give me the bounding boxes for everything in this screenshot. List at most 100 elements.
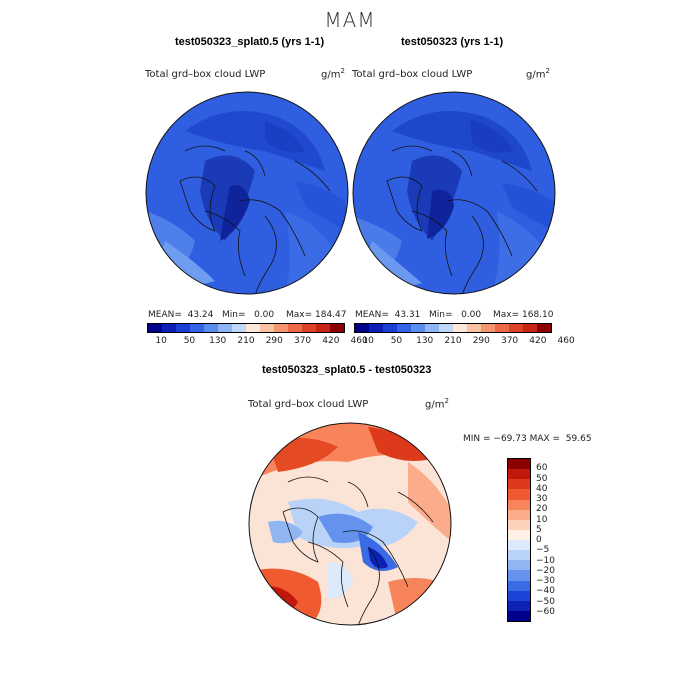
colorbar-swatch xyxy=(246,324,260,332)
diff-minmax-stat: MIN = −69.73 MAX = 59.65 xyxy=(463,434,592,444)
colorbar-swatch xyxy=(508,479,530,490)
colorbar-tick-label: −60 xyxy=(536,606,555,617)
colorbar-swatch xyxy=(316,324,330,332)
colorbar-tick-label: 290 xyxy=(265,336,283,346)
left-field-label: Total grd–box cloud LWP xyxy=(145,69,266,80)
colorbar-tick-label: 50 xyxy=(183,336,196,346)
left-polar-map xyxy=(145,91,349,295)
colorbar-tick-label: 420 xyxy=(529,336,547,346)
colorbar-tick-label: 10 xyxy=(362,336,374,346)
right-field-label: Total grd–box cloud LWP xyxy=(352,69,473,80)
colorbar-swatch xyxy=(190,324,204,332)
right-max-stat: Max= 168.10 xyxy=(493,310,554,320)
colorbar-swatch xyxy=(508,610,530,621)
colorbar-tick-label: −50 xyxy=(536,596,555,607)
colorbar-swatch xyxy=(508,499,530,510)
colorbar-swatch xyxy=(508,469,530,480)
colorbar-swatch xyxy=(508,519,530,530)
colorbar-swatch xyxy=(508,550,530,561)
colorbar-swatch xyxy=(439,324,453,332)
left-min-stat: Min= 0.00 xyxy=(222,310,275,320)
colorbar-tick-label: 130 xyxy=(416,336,434,346)
colorbar-swatch xyxy=(508,570,530,581)
colorbar-swatch xyxy=(162,324,176,332)
colorbar-swatch xyxy=(508,580,530,591)
colorbar-tick-label: 5 xyxy=(536,524,542,535)
colorbar-swatch xyxy=(453,324,467,332)
colorbar-swatch xyxy=(397,324,411,332)
right-min-stat: Min= 0.00 xyxy=(429,310,482,320)
colorbar-tick-label: 370 xyxy=(500,336,519,346)
colorbar-tick-label: 370 xyxy=(293,336,312,346)
colorbar-tick-label: 290 xyxy=(472,336,490,346)
colorbar-swatch xyxy=(274,324,288,332)
colorbar-tick-label: 50 xyxy=(390,336,403,346)
colorbar-swatch xyxy=(508,560,530,571)
colorbar-tick-label: 20 xyxy=(536,504,548,515)
left-colorbar-labels: 10 50 130 210 290 370 420 460 xyxy=(147,336,367,348)
colorbar-swatch xyxy=(148,324,162,332)
colorbar-tick-label: 40 xyxy=(536,483,548,494)
colorbar-swatch xyxy=(495,324,509,332)
colorbar-tick-label: 210 xyxy=(444,336,462,346)
colorbar-swatch xyxy=(523,324,537,332)
colorbar-tick-label: −30 xyxy=(536,576,555,586)
colorbar-tick-label: −20 xyxy=(536,565,555,576)
colorbar-swatch xyxy=(508,509,530,520)
left-max-stat: Max= 184.47 xyxy=(286,310,347,320)
left-panel-title: test050323_splat0.5 (yrs 1-1) xyxy=(175,36,325,48)
colorbar-swatch xyxy=(383,324,397,332)
colorbar-swatch xyxy=(176,324,190,332)
left-units: g/m2 xyxy=(321,67,345,81)
colorbar-swatch xyxy=(508,529,530,540)
colorbar-swatch xyxy=(537,324,551,332)
colorbar-swatch xyxy=(508,540,530,551)
right-colorbar xyxy=(354,323,552,333)
colorbar-tick-label: 60 xyxy=(536,463,548,474)
colorbar-swatch xyxy=(509,324,523,332)
colorbar-tick-label: 0 xyxy=(536,535,542,545)
right-polar-map xyxy=(352,91,556,295)
colorbar-swatch xyxy=(330,324,344,332)
colorbar-tick-label: 420 xyxy=(322,336,340,346)
right-panel-title: test050323 (yrs 1-1) xyxy=(401,36,504,48)
colorbar-tick-label: 130 xyxy=(209,336,227,346)
colorbar-swatch xyxy=(425,324,439,332)
right-colorbar-labels: 10 50 130 210 290 370 420 460 xyxy=(354,336,574,348)
colorbar-swatch xyxy=(204,324,218,332)
colorbar-tick-label: 50 xyxy=(536,473,548,484)
colorbar-swatch xyxy=(260,324,274,332)
colorbar-tick-label: 460 xyxy=(557,336,575,346)
left-mean-stat: MEAN= 43.24 xyxy=(148,310,214,320)
diff-polar-map xyxy=(248,422,452,626)
colorbar-swatch xyxy=(288,324,302,332)
colorbar-swatch xyxy=(508,600,530,611)
colorbar-swatch xyxy=(355,324,369,332)
colorbar-tick-label: 30 xyxy=(536,494,548,504)
colorbar-tick-label: 10 xyxy=(536,514,548,525)
colorbar-swatch xyxy=(467,324,481,332)
colorbar-swatch xyxy=(481,324,495,332)
colorbar-tick-label: −40 xyxy=(536,586,555,597)
right-mean-stat: MEAN= 43.31 xyxy=(355,310,421,320)
colorbar-swatch xyxy=(302,324,316,332)
diff-colorbar xyxy=(507,458,531,622)
colorbar-swatch xyxy=(508,459,530,470)
colorbar-tick-label: −10 xyxy=(536,555,555,566)
colorbar-swatch xyxy=(218,324,232,332)
diff-colorbar-labels: 60 50 40 30 20 10 5 0 −5 −10 −20 −30 −40 −50 −60 xyxy=(536,458,566,622)
diff-field-label: Total grd–box cloud LWP xyxy=(248,399,369,410)
colorbar-tick-label: 10 xyxy=(155,336,167,346)
colorbar-tick-label: 210 xyxy=(237,336,255,346)
colorbar-swatch xyxy=(411,324,425,332)
colorbar-tick-label: 460 xyxy=(350,336,368,346)
colorbar-swatch xyxy=(508,489,530,500)
season-title: MAM xyxy=(324,8,376,32)
colorbar-swatch xyxy=(508,590,530,601)
right-units: g/m2 xyxy=(526,67,550,81)
diff-panel-title: test050323_splat0.5 - test050323 xyxy=(262,364,432,376)
colorbar-tick-label: −5 xyxy=(536,545,550,556)
diff-units: g/m2 xyxy=(425,397,449,411)
left-colorbar xyxy=(147,323,345,333)
colorbar-swatch xyxy=(232,324,246,332)
